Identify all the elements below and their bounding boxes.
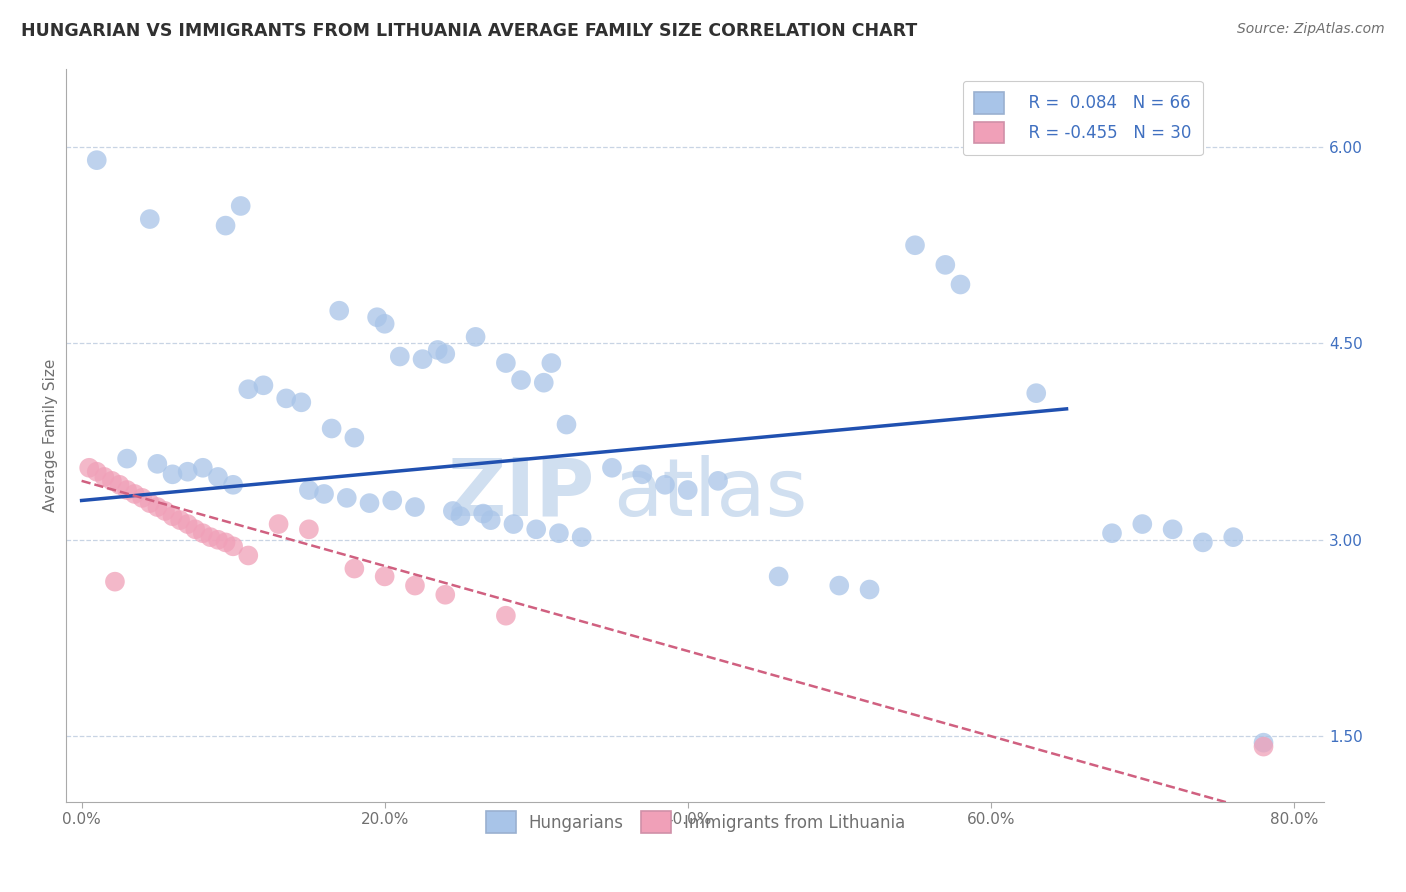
Point [312, 487, 335, 501]
Point [1222, 530, 1244, 544]
Point [146, 500, 169, 514]
Point [207, 533, 229, 547]
Point [464, 330, 486, 344]
Point [200, 530, 222, 544]
Text: ZIP: ZIP [447, 455, 595, 533]
Point [472, 507, 495, 521]
Point [768, 569, 790, 583]
Point [904, 238, 927, 252]
Point [676, 483, 699, 497]
Point [162, 509, 184, 524]
Text: Source: ZipAtlas.com: Source: ZipAtlas.com [1237, 22, 1385, 37]
Point [169, 513, 191, 527]
Point [298, 522, 321, 536]
Point [1253, 736, 1275, 750]
Point [86, 465, 108, 479]
Point [252, 378, 274, 392]
Point [388, 350, 411, 364]
Point [191, 460, 214, 475]
Point [828, 578, 851, 592]
Point [290, 395, 312, 409]
Point [654, 477, 676, 491]
Point [600, 460, 623, 475]
Point [104, 574, 127, 589]
Point [502, 517, 524, 532]
Point [548, 526, 571, 541]
Point [343, 431, 366, 445]
Point [139, 496, 162, 510]
Point [434, 347, 457, 361]
Point [276, 392, 298, 406]
Point [222, 539, 245, 553]
Point [934, 258, 956, 272]
Point [124, 487, 146, 501]
Point [153, 504, 176, 518]
Point [176, 465, 198, 479]
Point [495, 608, 517, 623]
Point [214, 219, 236, 233]
Point [1253, 739, 1275, 754]
Point [495, 356, 517, 370]
Point [434, 588, 457, 602]
Point [139, 212, 162, 227]
Text: HUNGARIAN VS IMMIGRANTS FROM LITHUANIA AVERAGE FAMILY SIZE CORRELATION CHART: HUNGARIAN VS IMMIGRANTS FROM LITHUANIA A… [21, 22, 917, 40]
Point [238, 382, 260, 396]
Point [1025, 386, 1047, 401]
Point [222, 477, 245, 491]
Point [366, 310, 388, 325]
Point [524, 522, 547, 536]
Text: atlas: atlas [613, 455, 808, 533]
Point [115, 483, 138, 497]
Point [1192, 535, 1215, 549]
Point [555, 417, 578, 432]
Point [707, 474, 730, 488]
Point [328, 303, 350, 318]
Point [441, 504, 464, 518]
Point [949, 277, 972, 292]
Point [571, 530, 593, 544]
Point [321, 421, 343, 435]
Point [184, 522, 207, 536]
Point [404, 500, 426, 514]
Point [374, 317, 396, 331]
Point [1101, 526, 1123, 541]
Point [449, 509, 471, 524]
Point [77, 460, 100, 475]
Point [631, 467, 654, 482]
Point [86, 153, 108, 168]
Point [191, 526, 214, 541]
Point [533, 376, 555, 390]
Point [359, 496, 381, 510]
Point [858, 582, 880, 597]
Point [238, 549, 260, 563]
Point [229, 199, 252, 213]
Point [298, 483, 321, 497]
Point [115, 451, 138, 466]
Point [479, 513, 502, 527]
Point [374, 569, 396, 583]
Point [108, 477, 131, 491]
Point [267, 517, 290, 532]
Point [343, 561, 366, 575]
Point [540, 356, 562, 370]
Point [207, 470, 229, 484]
Point [336, 491, 359, 505]
Point [176, 517, 198, 532]
Point [426, 343, 449, 357]
Y-axis label: Average Family Size: Average Family Size [44, 359, 58, 512]
Point [1130, 517, 1153, 532]
Point [1161, 522, 1184, 536]
Point [93, 470, 115, 484]
Point [101, 474, 124, 488]
Point [381, 493, 404, 508]
Point [146, 457, 169, 471]
Point [510, 373, 533, 387]
Point [412, 352, 434, 367]
Point [404, 578, 426, 592]
Point [162, 467, 184, 482]
Legend: Hungarians, Immigrants from Lithuania: Hungarians, Immigrants from Lithuania [474, 800, 917, 845]
Point [131, 491, 153, 505]
Point [214, 535, 236, 549]
